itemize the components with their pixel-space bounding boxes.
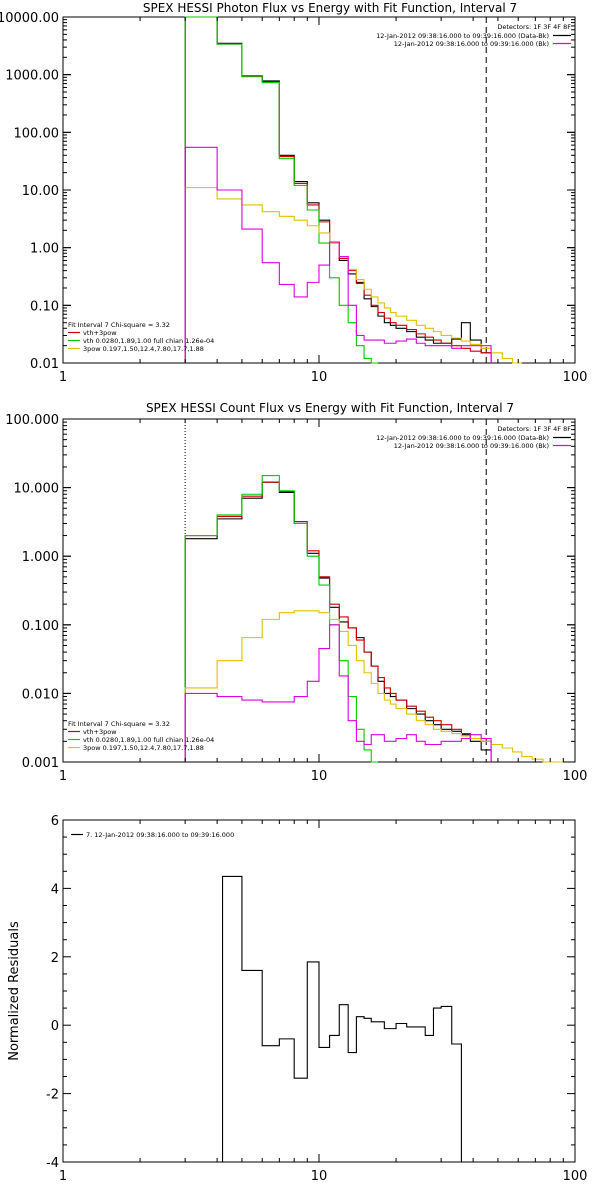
x-tick-label: 10 bbox=[311, 370, 328, 385]
series-vth+3pow bbox=[184, 481, 492, 762]
series-residuals bbox=[222, 875, 462, 1162]
x-tick-label: 100 bbox=[563, 370, 588, 385]
y-tick-label: 1000.00 bbox=[5, 69, 59, 84]
x-tick-label: 10 bbox=[311, 769, 328, 784]
x-tick-label: 100 bbox=[563, 1169, 588, 1184]
y-tick-label: 100.00 bbox=[14, 126, 60, 141]
y-tick-label: 2 bbox=[51, 951, 59, 966]
series-layer bbox=[222, 875, 462, 1162]
y-tick-label: 0.10 bbox=[30, 299, 59, 314]
series-data_minus_bk bbox=[184, 481, 492, 762]
legend-bottom-left: Fit Interval 7 Chi-square = 3.32vth+3pow… bbox=[68, 321, 214, 353]
chart-title: SPEX HESSI Photon Flux vs Energy with Fi… bbox=[143, 1, 517, 15]
chart-title: SPEX HESSI Count Flux vs Energy with Fit… bbox=[146, 401, 514, 415]
series-background bbox=[184, 146, 492, 363]
legend-entry: vth+3pow bbox=[83, 728, 117, 736]
axis-layer: 1 10 100 0.01 0.10 1.00 10.00 100.00 1000.00 1000… bbox=[0, 11, 587, 385]
series-layer bbox=[184, 419, 564, 763]
legend-header: Detectors: 1F 3F 4F 8F bbox=[497, 425, 571, 433]
legend-header: Fit Interval 7 Chi-square = 3.32 bbox=[68, 720, 170, 728]
series-3pow bbox=[184, 610, 564, 763]
x-tick-label: 1 bbox=[59, 370, 67, 385]
legend-entry: 12-Jan-2012 09:38:16.000 to 09:39:16.000… bbox=[394, 442, 549, 450]
legend-entry: 3pow 0.197,1.50,12.4,7.80,17.7,1.88 bbox=[83, 345, 204, 353]
y-tick-label: 0.100 bbox=[22, 619, 59, 634]
y-tick-label: 10.000 bbox=[14, 482, 60, 497]
legend-header: Fit Interval 7 Chi-square = 3.32 bbox=[68, 321, 170, 329]
series-vth bbox=[184, 16, 378, 364]
count-flux-panel: SPEX HESSI Count Flux vs Energy with Fit… bbox=[5, 401, 587, 784]
y-tick-label: -2 bbox=[46, 1088, 59, 1103]
x-tick-label: 1 bbox=[59, 769, 67, 784]
y-tick-label: 10000.00 bbox=[0, 11, 59, 26]
y-tick-label: 1.000 bbox=[22, 550, 59, 565]
legend-entry: 12-Jan-2012 09:38:16.000 to 09:39:16.000… bbox=[376, 434, 549, 442]
y-tick-label: 0.010 bbox=[22, 687, 59, 702]
legend-entry: 12-Jan-2012 09:38:16.000 to 09:39:16.000… bbox=[376, 32, 549, 40]
x-tick-label: 100 bbox=[563, 769, 588, 784]
y-tick-label: 0.01 bbox=[30, 357, 59, 372]
x-tick-label: 1 bbox=[59, 1169, 67, 1184]
series-background bbox=[184, 624, 492, 762]
plot-frame bbox=[62, 16, 576, 364]
legend-entry: vth 0.0280,1.89,1.00 full chian 1.26e-04 bbox=[83, 736, 214, 744]
legend-bottom-left: Fit Interval 7 Chi-square = 3.32vth+3pow… bbox=[68, 720, 214, 752]
y-axis-label: Normalized Residuals bbox=[7, 921, 22, 1061]
residuals-panel: Normalized Residuals 1 10 100 -4 -2 0 2 4 6 7. 1… bbox=[7, 814, 587, 1184]
y-tick-label: 100.000 bbox=[5, 413, 59, 428]
y-tick-label: 0.001 bbox=[22, 756, 59, 771]
legend-top-left: 7. 12-Jan-2012 09:38:16.000 to 09:39:16.… bbox=[71, 831, 234, 839]
legend-entry: vth 0.0280,1.89,1.00 full chian 1.26e-04 bbox=[83, 337, 214, 345]
axis-layer: 1 10 100 -4 -2 0 2 4 6 bbox=[46, 814, 587, 1184]
legend-entry: 7. 12-Jan-2012 09:38:16.000 to 09:39:16.… bbox=[86, 831, 234, 839]
x-tick-label: 10 bbox=[311, 1169, 328, 1184]
y-tick-label: 0 bbox=[51, 1019, 59, 1034]
y-tick-label: 10.00 bbox=[22, 184, 59, 199]
legend-entry: 3pow 0.197,1.50,12.4,7.80,17.7,1.88 bbox=[83, 744, 204, 752]
y-tick-label: 1.00 bbox=[30, 242, 59, 257]
series-vth bbox=[184, 474, 378, 763]
y-tick-label: -4 bbox=[46, 1156, 59, 1171]
legend-entry: 12-Jan-2012 09:38:16.000 to 09:39:16.000… bbox=[394, 40, 549, 48]
plot-frame bbox=[62, 418, 576, 763]
photon-flux-panel: SPEX HESSI Photon Flux vs Energy with Fi… bbox=[0, 1, 587, 385]
axis-layer: 1 10 100 0.001 0.010 0.100 1.000 10.000 100.000 bbox=[5, 413, 587, 784]
legend-entry: vth+3pow bbox=[83, 329, 117, 337]
series-layer bbox=[184, 16, 522, 364]
series-3pow bbox=[184, 187, 522, 364]
series-vth+3pow bbox=[184, 16, 492, 363]
legend-header: Detectors: 1F 3F 4F 8F bbox=[497, 23, 571, 31]
y-tick-label: 6 bbox=[51, 814, 59, 829]
y-tick-label: 4 bbox=[51, 882, 59, 897]
